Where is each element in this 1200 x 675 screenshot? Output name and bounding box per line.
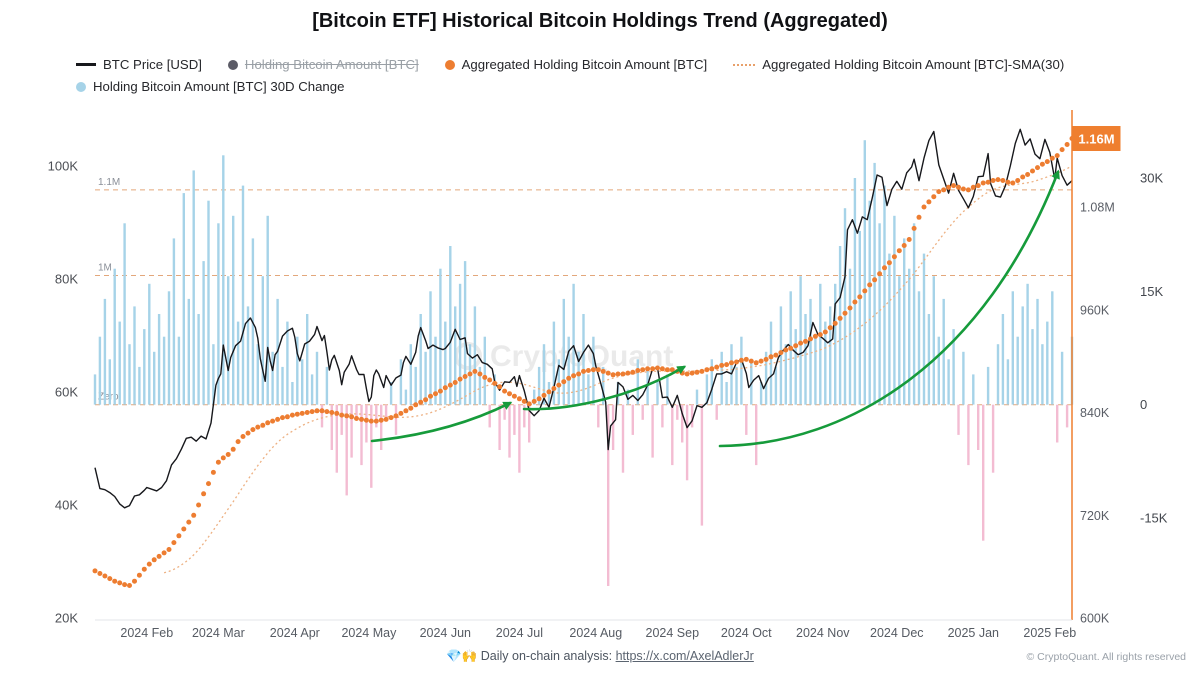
legend-label: Holding Bitcoin Amount [BTC] bbox=[244, 57, 419, 72]
dot-swatch bbox=[227, 59, 238, 70]
legend-item[interactable]: Holding Bitcoin Amount [BTC] 30D Change bbox=[76, 79, 344, 94]
svg-text:840K: 840K bbox=[1080, 406, 1110, 420]
legend-label: BTC Price [USD] bbox=[103, 57, 202, 72]
svg-text:2024 Dec: 2024 Dec bbox=[870, 626, 924, 640]
svg-text:2024 Jul: 2024 Jul bbox=[496, 626, 543, 640]
trend-arrow bbox=[718, 169, 1060, 448]
dot-swatch bbox=[76, 81, 86, 92]
change-axis-labels: 30K 15K 0 -15K bbox=[1140, 171, 1168, 526]
copyright-text: © CryptoQuant. All rights reserved bbox=[1026, 651, 1186, 663]
chart-legend: BTC Price [USD] Holding Bitcoin Amount [B… bbox=[76, 57, 1160, 101]
change-30d-bars bbox=[93, 140, 1074, 586]
line-swatch bbox=[76, 63, 96, 66]
legend-row-1: BTC Price [USD] Holding Bitcoin Amount [B… bbox=[76, 57, 1160, 72]
footer-note-text: 💎🙌 Daily on-chain analysis: bbox=[446, 649, 613, 663]
legend-label: Aggregated Holding Bitcoin Amount [BTC]-… bbox=[762, 57, 1065, 72]
ref-line-label: 1.1M bbox=[98, 177, 120, 188]
legend-label: Holding Bitcoin Amount [BTC] 30D Change bbox=[93, 79, 345, 94]
svg-text:0: 0 bbox=[1140, 397, 1147, 412]
svg-text:2024 Oct: 2024 Oct bbox=[721, 626, 772, 640]
svg-text:100K: 100K bbox=[48, 159, 79, 174]
legend-item[interactable]: Aggregated Holding Bitcoin Amount [BTC] bbox=[444, 57, 708, 72]
svg-text:2024 Nov: 2024 Nov bbox=[796, 626, 850, 640]
holdings-axis-labels: 1.08M 960K 840K 720K 600K bbox=[1080, 201, 1115, 626]
svg-text:2024 Sep: 2024 Sep bbox=[646, 626, 700, 640]
svg-text:30K: 30K bbox=[1140, 171, 1163, 186]
svg-text:1.16M: 1.16M bbox=[1078, 131, 1114, 146]
trend-arrow bbox=[522, 365, 687, 411]
svg-text:-15K: -15K bbox=[1140, 511, 1168, 526]
sma-30-line bbox=[163, 165, 1073, 574]
svg-text:2024 May: 2024 May bbox=[341, 626, 397, 640]
footer-note: 💎🙌 Daily on-chain analysis: https://x.co… bbox=[0, 649, 1200, 664]
svg-text:2025 Jan: 2025 Jan bbox=[948, 626, 999, 640]
legend-label: Aggregated Holding Bitcoin Amount [BTC] bbox=[461, 57, 708, 72]
legend-row-2: Holding Bitcoin Amount [BTC] 30D Change bbox=[76, 79, 1160, 94]
current-value-badge: 1.16M bbox=[1072, 126, 1121, 151]
svg-text:20K: 20K bbox=[55, 611, 78, 626]
svg-text:2025 Feb: 2025 Feb bbox=[1023, 626, 1076, 640]
svg-text:2024 Jun: 2024 Jun bbox=[420, 626, 471, 640]
page-title: [Bitcoin ETF] Historical Bitcoin Holding… bbox=[312, 10, 888, 32]
svg-text:600K: 600K bbox=[1080, 612, 1110, 626]
svg-text:2024 Feb: 2024 Feb bbox=[120, 626, 173, 640]
legend-item[interactable]: Holding Bitcoin Amount [BTC] bbox=[227, 57, 419, 72]
trend-arrow bbox=[370, 401, 513, 443]
legend-item[interactable]: BTC Price [USD] bbox=[76, 57, 202, 72]
dotted-line-swatch bbox=[733, 63, 756, 66]
x-axis-labels: 2024 Feb 2024 Mar 2024 Apr 2024 May 2024 Jun… bbox=[120, 626, 1076, 640]
ref-line-label: 1M bbox=[98, 263, 112, 274]
svg-text:40K: 40K bbox=[55, 498, 78, 513]
svg-text:15K: 15K bbox=[1140, 284, 1163, 299]
svg-text:2024 Aug: 2024 Aug bbox=[569, 626, 622, 640]
ref-line-label: Zero bbox=[98, 392, 119, 403]
legend-item[interactable]: Aggregated Holding Bitcoin Amount [BTC]-… bbox=[733, 57, 1064, 72]
svg-text:720K: 720K bbox=[1080, 509, 1110, 523]
dot-swatch bbox=[444, 59, 455, 70]
aggregated-holdings-dots bbox=[92, 136, 1075, 588]
price-axis-labels: 100K 80K 60K 40K 20K bbox=[48, 159, 79, 626]
svg-text:2024 Apr: 2024 Apr bbox=[270, 626, 320, 640]
svg-text:2024 Mar: 2024 Mar bbox=[192, 626, 245, 640]
btc-price-line bbox=[94, 128, 1073, 509]
footer-link[interactable]: https://x.com/AxelAdlerJr bbox=[615, 649, 754, 663]
svg-text:960K: 960K bbox=[1080, 303, 1110, 317]
svg-text:80K: 80K bbox=[55, 272, 78, 287]
svg-text:1.08M: 1.08M bbox=[1080, 201, 1115, 215]
svg-text:60K: 60K bbox=[55, 385, 78, 400]
